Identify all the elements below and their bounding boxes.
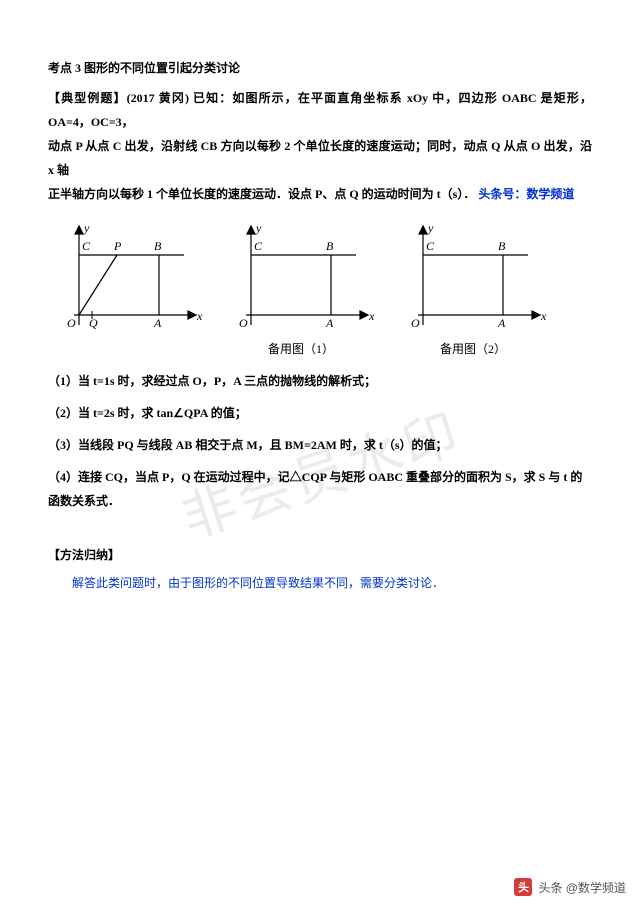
pt-O: O (411, 316, 420, 330)
toutiao-icon: 头 (514, 878, 532, 896)
method-heading: 【方法归纳】 (48, 543, 592, 567)
question-2: （2）当 t=2s 时，求 tan∠QPA 的值； (48, 401, 592, 425)
question-4: （4）连接 CQ，当点 P，Q 在运动过程中，记△CQP 与矩形 OABC 重叠… (48, 465, 592, 513)
intro-line-3: 正半轴方向以每秒 1 个单位长度的速度运动．设点 P、点 Q 的运动时间为 t（… (48, 182, 592, 206)
axis-y: y (427, 221, 434, 235)
section-title: 考点 3 图形的不同位置引起分类讨论 (48, 56, 592, 80)
pt-B: B (154, 239, 162, 253)
figure-2-caption: 备用图（1） (226, 337, 376, 361)
question-1: （1）当 t=1s 时，求经过点 O，P，A 三点的抛物线的解析式； (48, 369, 592, 393)
figure-2-svg: x y O A C B (226, 220, 376, 335)
pt-C: C (426, 239, 435, 253)
pt-A: A (153, 316, 162, 330)
pt-C: C (254, 239, 263, 253)
axis-y: y (255, 221, 262, 235)
pt-O: O (239, 316, 248, 330)
intro-line-3a: 正半轴方向以每秒 1 个单位长度的速度运动．设点 P、点 Q 的运动时间为 t（… (48, 187, 475, 201)
pt-Q: Q (89, 316, 98, 330)
figure-3-caption: 备用图（2） (398, 337, 548, 361)
pt-A: A (497, 316, 506, 330)
source-link: 头条号：数学频道 (478, 187, 574, 201)
pt-P: P (113, 239, 122, 253)
pt-B: B (498, 239, 506, 253)
axis-x: x (196, 309, 203, 323)
question-3: （3）当线段 PQ 与线段 AB 相交于点 M，且 BM=2AM 时，求 t（s… (48, 433, 592, 457)
axis-x: x (540, 309, 547, 323)
page: 考点 3 图形的不同位置引起分类讨论 【典型例题】(2017 黄冈) 已知：如图… (0, 0, 640, 595)
figure-3-svg: x y O A C B (398, 220, 548, 335)
footer: 头 头条 @数学频道 (514, 878, 626, 896)
pt-B: B (326, 239, 334, 253)
pt-A: A (325, 316, 334, 330)
pt-O: O (67, 316, 76, 330)
intro-line-1: 【典型例题】(2017 黄冈) 已知：如图所示，在平面直角坐标系 xOy 中，四… (48, 86, 592, 134)
figure-3: x y O A C B 备用图（2） (398, 220, 548, 361)
figure-1-svg: x y O Q A C P B (54, 220, 204, 335)
axis-x: x (368, 309, 375, 323)
figure-1: x y O Q A C P B (54, 220, 204, 361)
axis-y: y (83, 221, 90, 235)
pt-C: C (82, 239, 91, 253)
intro-line-2: 动点 P 从点 C 出发，沿射线 CB 方向以每秒 2 个单位长度的速度运动；同… (48, 134, 592, 182)
method-body: 解答此类问题时，由于图形的不同位置导致结果不同，需要分类讨论． (48, 571, 592, 595)
footer-text: 头条 @数学频道 (538, 879, 626, 896)
figure-2: x y O A C B 备用图（1） (226, 220, 376, 361)
figure-row: x y O Q A C P B (54, 220, 592, 361)
